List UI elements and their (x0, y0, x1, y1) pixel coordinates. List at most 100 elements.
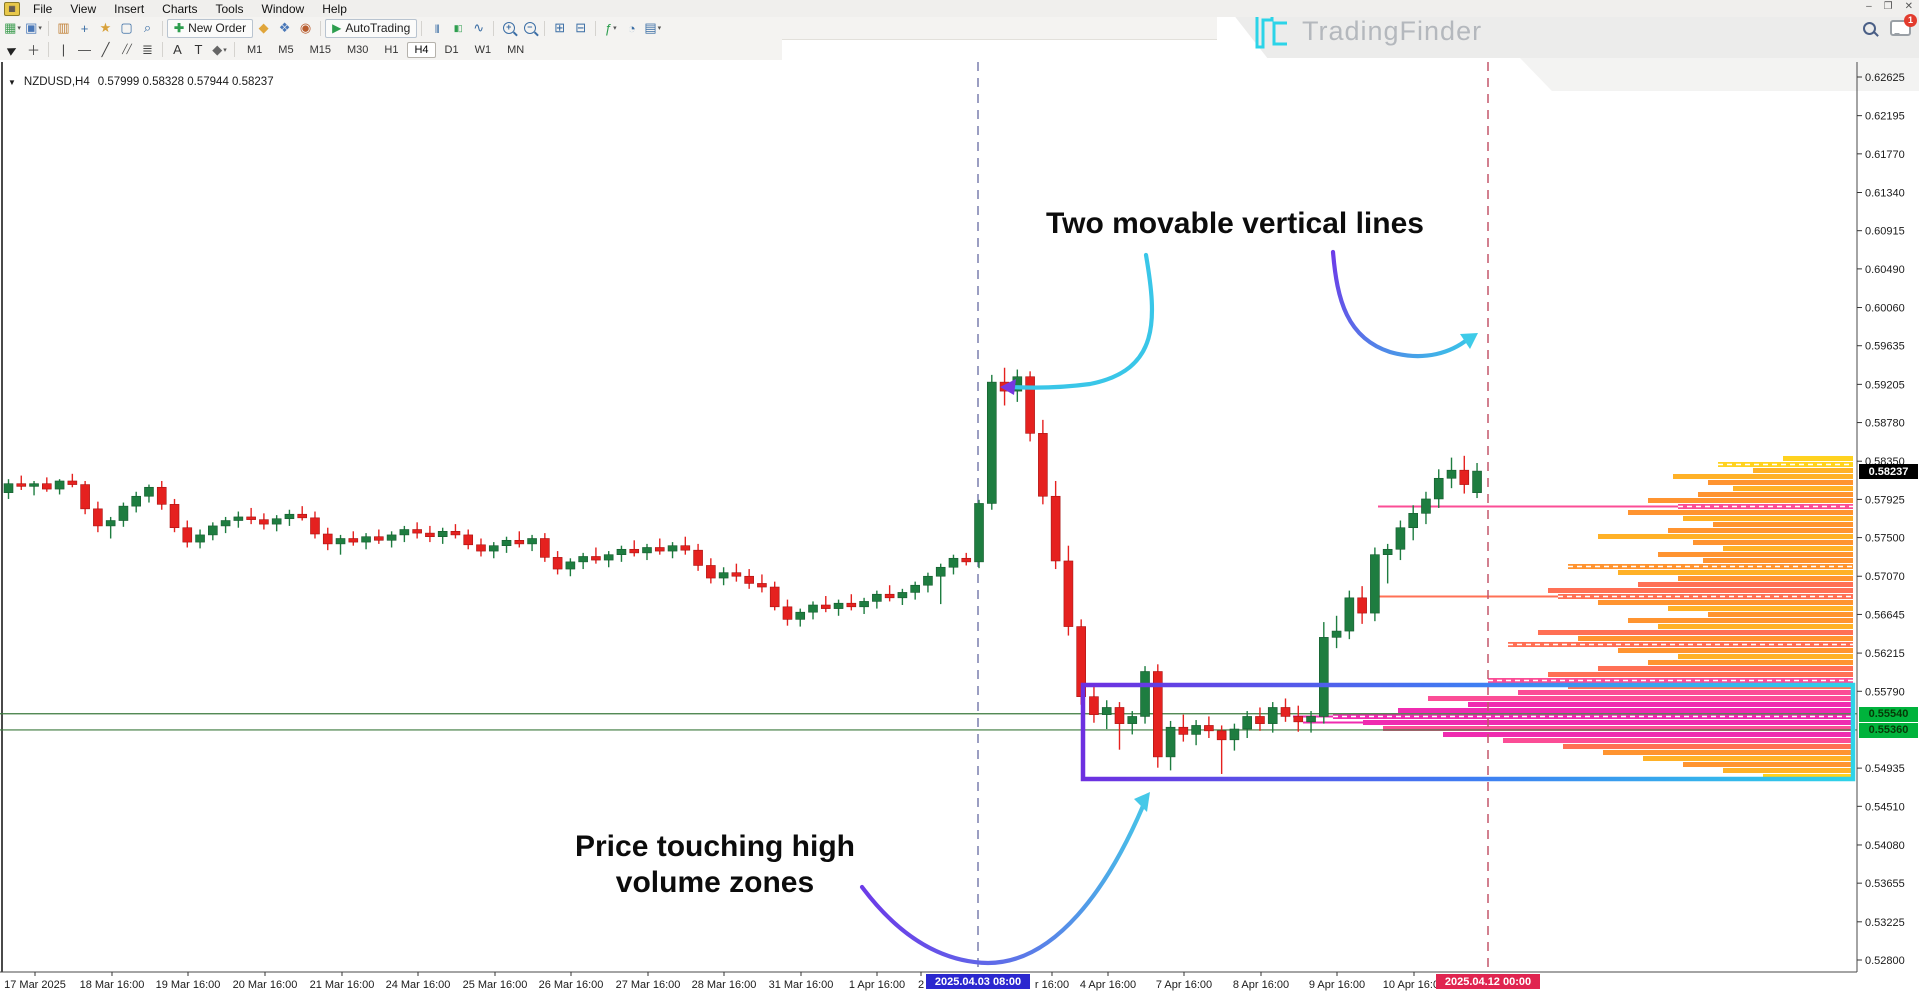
menu-item-insert[interactable]: Insert (114, 1, 145, 16)
candle-body (961, 557, 972, 563)
templates-icon[interactable]: ▤ ▾ (643, 19, 662, 37)
volume-profile-tail (1303, 721, 1363, 724)
menu-item-window[interactable]: Window (261, 1, 305, 16)
vline-time-tag-red[interactable]: 2025.04.12 00:00 (1436, 974, 1540, 989)
volume-zone-box[interactable] (1080, 682, 1856, 782)
cursor-icon: ▶ (6, 42, 20, 58)
experts-icon[interactable]: ❖ (275, 19, 294, 37)
current-price-tag: 0.58237 (1859, 464, 1918, 480)
candle-body (872, 593, 882, 602)
candle-body (1038, 433, 1048, 497)
price-axis-label: 0.60915 (1865, 226, 1905, 238)
line-chart-icon[interactable]: ∿ (469, 19, 488, 37)
zoom-out-icon[interactable]: − (520, 19, 539, 37)
market-watch-icon[interactable]: ▥ (54, 19, 73, 37)
strategy-tester-icon[interactable]: ⌕ (138, 19, 157, 37)
tile-windows-icon: ⊞ (554, 20, 566, 35)
search-icon[interactable] (1863, 21, 1876, 35)
profiles-icon[interactable]: ▣ ▾ (24, 19, 43, 37)
indicators-icon[interactable]: ƒ ▾ (601, 19, 620, 37)
candle-body (833, 602, 844, 609)
timeframe-h1[interactable]: H1 (384, 43, 399, 56)
timeframe-d1[interactable]: D1 (444, 43, 459, 56)
price-axis-label: 0.59635 (1865, 341, 1905, 353)
volume-profile-bar (1693, 540, 1853, 545)
autotrading-button[interactable]: ▶ AutoTrading (325, 18, 418, 38)
crosshair-icon[interactable]: + (75, 19, 94, 37)
chat-icon[interactable]: 1 (1890, 14, 1917, 36)
candle-body (169, 504, 180, 529)
candle-body (105, 520, 116, 527)
new-chart-icon[interactable]: ▦ ▾ (3, 19, 22, 37)
shapes-icon[interactable]: ◆ ▾ (210, 41, 229, 59)
new-order-button[interactable]: ✚ New Order (167, 18, 254, 38)
timeframe-m1[interactable]: M1 (247, 43, 263, 56)
zoom-in-icon[interactable]: + (499, 19, 518, 37)
vline-time-tag-blue[interactable]: 2025.04.03 08:00 (926, 974, 1030, 989)
minimize-button[interactable]: – (1866, 1, 1872, 12)
volume-profile-bar (1643, 756, 1853, 761)
volume-profile-tail (1378, 595, 1558, 598)
crosshair-tool-icon[interactable]: ＋ (24, 41, 43, 59)
menu-item-tools[interactable]: Tools (215, 1, 244, 16)
candle-body (603, 554, 614, 561)
price-axis-label: 0.53225 (1865, 917, 1905, 929)
price-axis-label: 0.54080 (1865, 840, 1905, 852)
navigator-icon[interactable]: ★ (96, 19, 115, 37)
close-button[interactable]: ✕ (1904, 1, 1913, 12)
autotrading-label: AutoTrading (345, 21, 411, 35)
profiles-icon-dropdown[interactable]: ▾ (38, 25, 42, 32)
volume-profile-bar (1648, 498, 1853, 503)
candle-body (1165, 726, 1176, 758)
bar-chart-icon[interactable]: ||| (427, 19, 446, 37)
volume-profile-bar (1733, 486, 1853, 491)
plus-icon: ✚ (174, 21, 185, 35)
templates-icon-dropdown[interactable]: ▾ (657, 25, 662, 32)
timeframe-m5[interactable]: M5 (278, 43, 294, 56)
restore-button[interactable]: ❐ (1883, 1, 1893, 12)
candle-body (386, 534, 397, 541)
new-chart-icon-dropdown[interactable]: ▾ (17, 25, 21, 32)
timeframe-m30[interactable]: M30 (346, 43, 369, 56)
volume-profile-bar (1753, 468, 1853, 473)
horizontal-line-icon[interactable]: — (75, 41, 94, 59)
timeframe-mn[interactable]: MN (507, 43, 525, 56)
candle-body (501, 539, 512, 546)
text-icon[interactable]: A (168, 41, 187, 59)
menu-item-view[interactable]: View (70, 1, 97, 16)
menu-item-charts[interactable]: Charts (162, 1, 198, 16)
terminal-icon[interactable]: ▢ (117, 19, 136, 37)
time-axis-label: 21 Mar 16:00 (310, 979, 375, 991)
alerts-icon[interactable]: ◉ (296, 19, 315, 37)
candle-body (808, 604, 818, 613)
arrange-icon[interactable]: ⊟ (571, 19, 590, 37)
watermark-brand-text: TradingFinder (1302, 15, 1483, 46)
timeframe-w1[interactable]: W1 (474, 43, 492, 56)
period-icon[interactable]: ◔ (622, 19, 641, 37)
horizontal-line-icon: — (78, 42, 91, 57)
metaeditor-icon[interactable]: ◆ (254, 19, 273, 37)
timeframe-h4[interactable]: H4 (407, 41, 436, 58)
menu-item-help[interactable]: Help (322, 1, 347, 16)
new-chart-icon: ▦ (4, 20, 17, 35)
volume-profile-bar (1628, 618, 1853, 623)
metaeditor-icon: ◆ (258, 20, 269, 35)
symbol-dropdown-icon[interactable]: ▼ (8, 77, 16, 87)
menu-item-file[interactable]: File (33, 1, 53, 16)
price-axis-label: 0.61770 (1865, 149, 1905, 161)
channel-icon[interactable]: ╱╱ (117, 41, 136, 59)
candle-body (182, 527, 193, 543)
cursor-icon[interactable]: ▶ (3, 41, 22, 59)
trendline-icon[interactable]: ╱ (96, 41, 115, 59)
time-axis-label: 25 Mar 16:00 (463, 979, 528, 991)
fibonacci-icon[interactable]: ≣ (138, 41, 157, 59)
candle-body (923, 575, 933, 586)
vertical-line-icon[interactable]: | (54, 41, 73, 59)
shapes-icon-dropdown[interactable]: ▾ (223, 46, 227, 54)
indicators-icon-dropdown[interactable]: ▾ (613, 25, 617, 32)
tile-windows-icon[interactable]: ⊞ (550, 19, 569, 37)
timeframe-m15[interactable]: M15 (309, 43, 331, 56)
label-icon[interactable]: T (189, 41, 208, 59)
candlestick-chart-icon[interactable]: ▮▯ (448, 19, 467, 37)
